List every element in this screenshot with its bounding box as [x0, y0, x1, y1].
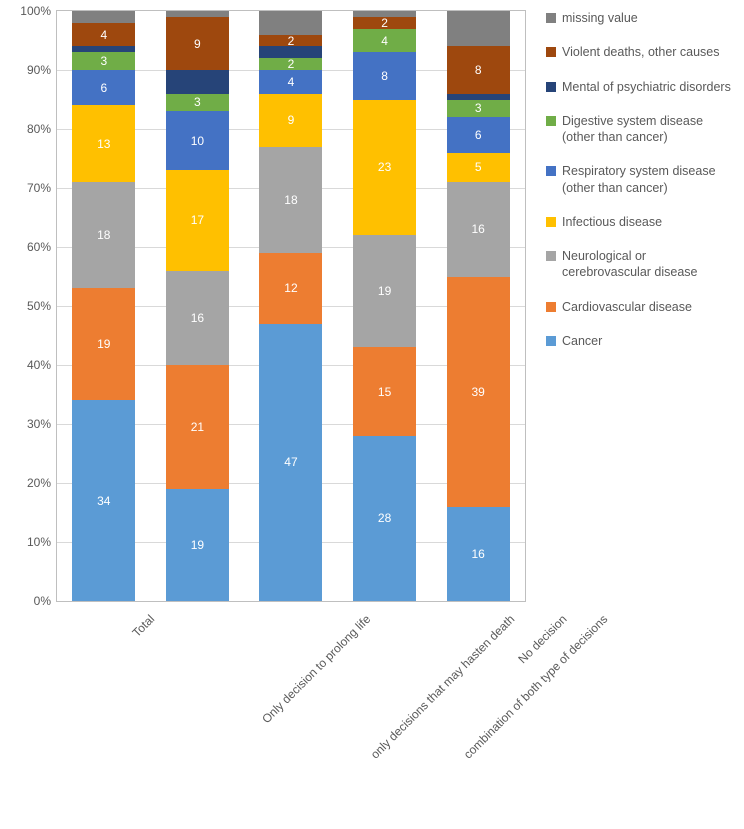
- legend-item: Digestive system disease (other than can…: [546, 113, 734, 146]
- legend-label: missing value: [562, 10, 638, 26]
- legend-label: Respiratory system disease (other than c…: [562, 163, 734, 196]
- legend-item: Neurological or cerebrovascular disease: [546, 248, 734, 281]
- y-tick-label: 90%: [27, 63, 57, 77]
- y-tick-label: 0%: [34, 594, 57, 608]
- legend-item: Mental of psychiatric disorders: [546, 79, 734, 95]
- legend-swatch: [546, 166, 556, 176]
- legend-label: Cardiovascular disease: [562, 299, 692, 315]
- legend-label: Mental of psychiatric disorders: [562, 79, 731, 95]
- y-tick-label: 40%: [27, 358, 57, 372]
- legend-item: missing value: [546, 10, 734, 26]
- legend-item: Cardiovascular disease: [546, 299, 734, 315]
- plot-region: 3419181363419211617103947121894222815192…: [10, 10, 526, 782]
- legend-label: Cancer: [562, 333, 602, 349]
- y-tick-label: 100%: [20, 4, 57, 18]
- x-tick-label: Only decision to prolong life: [259, 612, 373, 726]
- legend-item: Violent deaths, other causes: [546, 44, 734, 60]
- legend-item: Infectious disease: [546, 214, 734, 230]
- legend-swatch: [546, 336, 556, 346]
- legend-swatch: [546, 217, 556, 227]
- legend-swatch: [546, 302, 556, 312]
- y-tick-label: 10%: [27, 535, 57, 549]
- legend-label: Infectious disease: [562, 214, 662, 230]
- chart-container: 3419181363419211617103947121894222815192…: [0, 0, 744, 792]
- legend-label: Violent deaths, other causes: [562, 44, 720, 60]
- legend-item: Cancer: [546, 333, 734, 349]
- x-tick-label: Total: [130, 612, 158, 640]
- legend-swatch: [546, 47, 556, 57]
- y-tick-label: 80%: [27, 122, 57, 136]
- legend-swatch: [546, 13, 556, 23]
- legend-swatch: [546, 82, 556, 92]
- y-tick-label: 30%: [27, 417, 57, 431]
- y-tick-label: 50%: [27, 299, 57, 313]
- legend-item: Respiratory system disease (other than c…: [546, 163, 734, 196]
- legend-label: Digestive system disease (other than can…: [562, 113, 734, 146]
- x-axis-labels: Total Only decision to prolong lifeonly d…: [56, 602, 524, 782]
- legend-swatch: [546, 116, 556, 126]
- x-tick-label: only decisions that may hasten death: [367, 612, 517, 762]
- plot-area: 3419181363419211617103947121894222815192…: [56, 10, 526, 602]
- y-axis-labels: 0%10%20%30%40%50%60%70%80%90%100%: [57, 11, 525, 601]
- y-tick-label: 20%: [27, 476, 57, 490]
- y-tick-label: 60%: [27, 240, 57, 254]
- y-tick-label: 70%: [27, 181, 57, 195]
- legend-label: Neurological or cerebrovascular disease: [562, 248, 734, 281]
- legend-swatch: [546, 251, 556, 261]
